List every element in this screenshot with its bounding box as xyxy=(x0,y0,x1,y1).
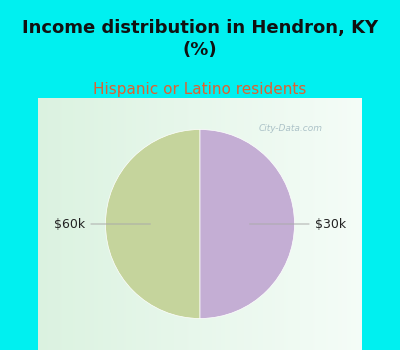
Text: Income distribution in Hendron, KY
(%): Income distribution in Hendron, KY (%) xyxy=(22,19,378,59)
Text: City-Data.com: City-Data.com xyxy=(259,124,323,133)
Text: Hispanic or Latino residents: Hispanic or Latino residents xyxy=(93,82,307,97)
Text: $30k: $30k xyxy=(250,217,346,231)
Wedge shape xyxy=(200,130,294,318)
Wedge shape xyxy=(106,130,200,318)
Text: $60k: $60k xyxy=(54,217,150,231)
